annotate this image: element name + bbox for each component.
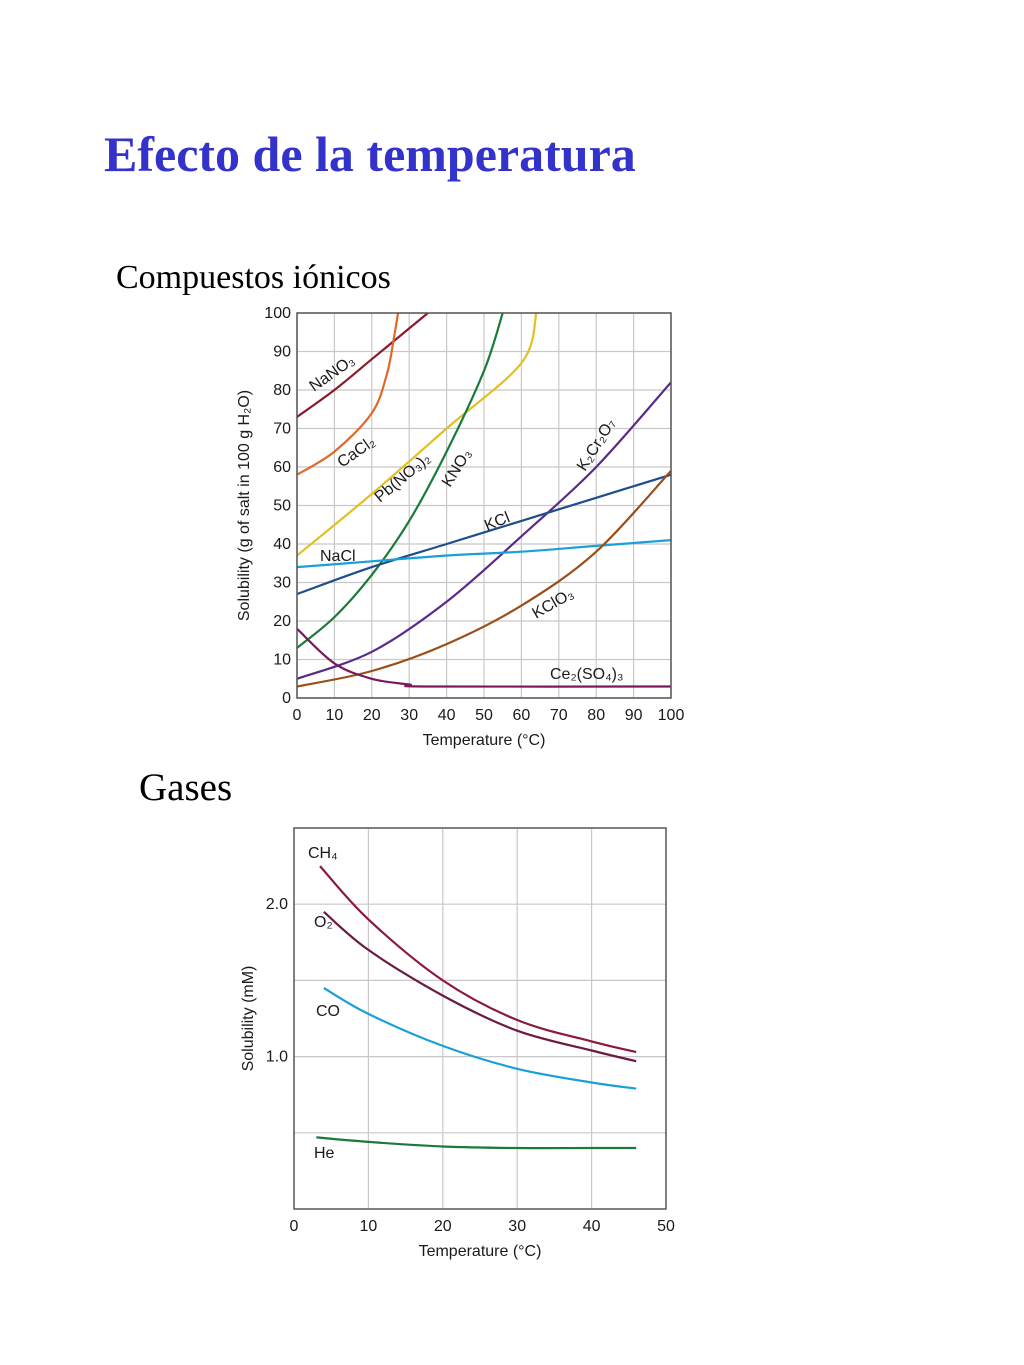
ionic-x-tick-label: 70 bbox=[550, 707, 568, 724]
ionic-x-tick-label: 90 bbox=[625, 707, 643, 724]
gases-x-tick-label: 50 bbox=[657, 1218, 675, 1235]
ionic-y-tick-label: 60 bbox=[273, 459, 291, 476]
ionic-y-tick-label: 30 bbox=[273, 575, 291, 592]
gases-plot-area bbox=[294, 828, 666, 1209]
ionic-x-tick-label: 80 bbox=[587, 707, 605, 724]
ionic-x-tick-label: 40 bbox=[438, 707, 456, 724]
gases-series-o2 bbox=[323, 910, 637, 1063]
ionic-series-label-ce2-so4-3: Ce₂(SO₄)₃ bbox=[550, 666, 623, 683]
gases-y-tick-label: 1.0 bbox=[266, 1049, 288, 1066]
gases-series-label-co: CO bbox=[316, 1003, 340, 1020]
ionic-x-tick-label: 20 bbox=[363, 707, 381, 724]
ionic-series-cacl2 bbox=[297, 313, 400, 476]
ionic-y-tick-label: 80 bbox=[273, 382, 291, 399]
ionic-series-pb-no3-2 bbox=[297, 313, 538, 557]
ionic-x-tick-label: 10 bbox=[326, 707, 344, 724]
ionic-y-tick-label: 100 bbox=[264, 305, 291, 322]
ionic-y-tick-label: 90 bbox=[273, 344, 291, 361]
ionic-series-kno3 bbox=[297, 313, 504, 649]
gases-x-tick-label: 20 bbox=[434, 1218, 452, 1235]
page-title: Efecto de la temperatura bbox=[104, 126, 636, 182]
ionic-x-tick-label: 100 bbox=[658, 707, 685, 724]
ionic-x-tick-label: 0 bbox=[293, 707, 302, 724]
ionic-series-label-nacl: NaCl bbox=[320, 548, 356, 565]
ionic-solubility-chart: 0 10 20 30 40 50 60 70 80 90 100 0 10 20 30 40 50 60 70 80 9… bbox=[236, 305, 685, 749]
ionic-x-tick-label: 30 bbox=[400, 707, 418, 724]
ionic-y-axis-label: Solubility (g of salt in 100 g H₂O) bbox=[236, 390, 253, 621]
section-gases-heading: Gases bbox=[139, 766, 233, 809]
gases-plot-frame bbox=[293, 827, 667, 1210]
gases-y-axis-label: Solubility (mM) bbox=[240, 966, 257, 1072]
ionic-series-ce2-so4-3 bbox=[297, 627, 671, 688]
gases-series-label-o2: O₂ bbox=[314, 914, 333, 931]
ionic-series-kclo3 bbox=[297, 470, 671, 688]
ionic-x-tick-label: 60 bbox=[513, 707, 531, 724]
gases-x-tick-label: 30 bbox=[508, 1218, 526, 1235]
gases-x-tick-label: 10 bbox=[360, 1218, 378, 1235]
gases-series-he bbox=[316, 1136, 637, 1150]
ionic-x-tick-label: 50 bbox=[475, 707, 493, 724]
ionic-y-tick-label: 10 bbox=[273, 652, 291, 669]
gases-x-tick-label: 40 bbox=[583, 1218, 601, 1235]
ionic-y-tick-label: 70 bbox=[273, 421, 291, 438]
ionic-y-tick-label: 40 bbox=[273, 536, 291, 553]
gases-x-axis-label: Temperature (°C) bbox=[419, 1243, 542, 1260]
gases-series-label-ch4: CH₄ bbox=[308, 845, 338, 862]
ionic-series-kcl bbox=[297, 473, 671, 596]
gases-series-group bbox=[316, 865, 637, 1150]
ionic-y-tick-label: 20 bbox=[273, 613, 291, 630]
ionic-series-nano3 bbox=[297, 313, 429, 418]
ionic-x-axis-label: Temperature (°C) bbox=[423, 732, 546, 749]
ionic-series-k2cr2o7 bbox=[297, 381, 671, 680]
ionic-y-tick-label: 50 bbox=[273, 498, 291, 515]
gases-y-tick-label: 2.0 bbox=[266, 896, 288, 913]
gases-x-tick-label: 0 bbox=[290, 1218, 299, 1235]
ionic-y-tick-label: 0 bbox=[282, 690, 291, 707]
section-ionic-heading: Compuestos iónicos bbox=[116, 259, 391, 296]
ionic-series-group bbox=[297, 313, 671, 688]
gases-series-label-he: He bbox=[314, 1145, 335, 1162]
ionic-plot-frame bbox=[296, 312, 672, 699]
gases-series-co bbox=[323, 987, 637, 1090]
gases-series-ch4 bbox=[319, 865, 637, 1054]
